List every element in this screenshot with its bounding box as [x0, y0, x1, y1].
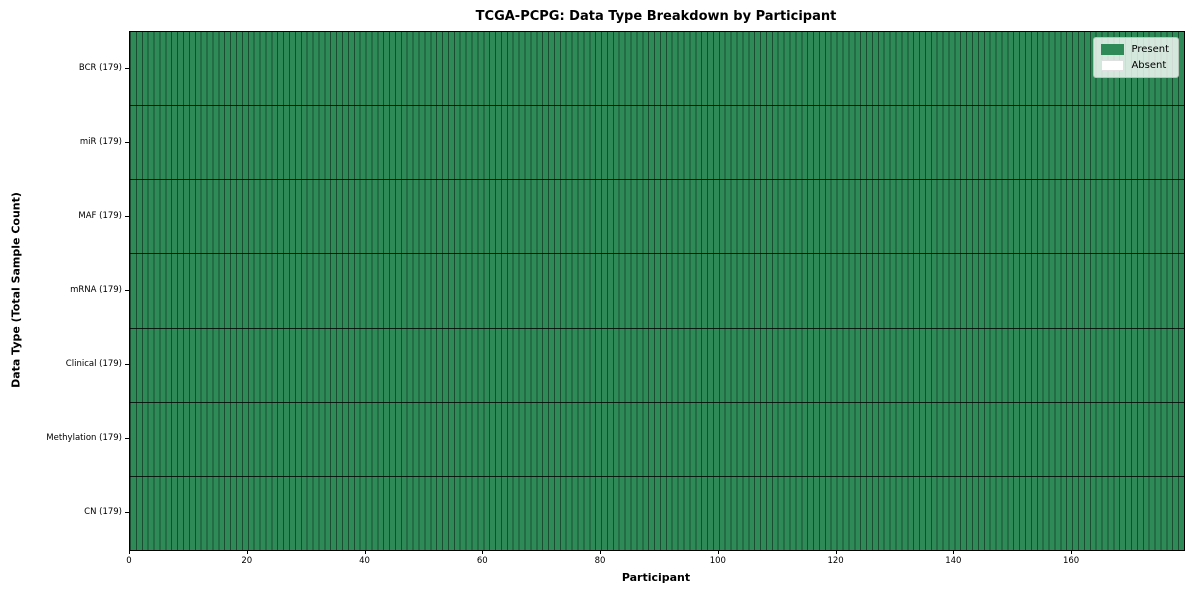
heatmap-row-MAF [130, 180, 1184, 255]
x-tick-mark [364, 550, 366, 554]
y-tick-label-BCR: BCR (179) [78, 63, 122, 73]
x-tick-label: 20 [241, 556, 253, 566]
x-tick-mark [717, 550, 719, 554]
x-tick-label: 120 [827, 556, 844, 566]
y-tick-mark [125, 290, 129, 291]
y-tick-label-Clinical: Clinical (179) [65, 359, 122, 369]
heatmap-row-CN [130, 476, 1184, 550]
heatmap-row-mRNA [130, 254, 1184, 329]
y-tick-label-miR: miR (179) [79, 137, 122, 147]
y-tick-mark [125, 438, 129, 439]
chart-title: TCGA-PCPG: Data Type Breakdown by Partic… [475, 9, 837, 24]
legend-item-absent: Absent [1101, 60, 1169, 71]
y-tick-label-MAF: MAF (179) [78, 211, 122, 221]
legend-label: Absent [1131, 60, 1167, 71]
x-tick-label: 140 [945, 556, 962, 566]
y-tick-label-Methylation: Methylation (179) [46, 433, 122, 443]
legend-swatch-present [1101, 44, 1125, 55]
x-tick-mark [482, 550, 484, 554]
y-tick-mark [125, 68, 129, 69]
x-tick-label: 100 [709, 556, 726, 566]
x-axis-label: Participant [621, 571, 691, 584]
x-tick-label: 40 [359, 556, 370, 566]
heatmap-row-Methylation [130, 402, 1184, 477]
y-tick-mark [125, 142, 129, 143]
x-tick-mark [1071, 550, 1073, 554]
y-tick-mark [125, 512, 129, 513]
y-tick-mark [125, 364, 129, 365]
x-tick-label: 60 [476, 556, 488, 566]
x-tick-label: 80 [594, 556, 606, 566]
y-tick-mark [125, 216, 129, 217]
x-tick-mark [953, 550, 955, 554]
heatmap-row-miR [130, 106, 1184, 181]
x-tick-label: 160 [1062, 556, 1080, 566]
y-tick-label-CN: CN (179) [84, 507, 122, 517]
legend-swatch-absent [1101, 60, 1125, 71]
y-tick-label-mRNA: mRNA (179) [70, 285, 122, 295]
x-tick-mark [129, 550, 130, 554]
x-tick-mark [835, 550, 837, 554]
legend-item-present: Present [1101, 44, 1169, 55]
legend-label: Present [1131, 44, 1169, 55]
heatmap-row-BCR [130, 32, 1184, 107]
x-tick-label: 0 [126, 556, 132, 566]
heatmap-row-Clinical [130, 328, 1184, 403]
x-tick-mark [600, 550, 602, 554]
legend: Present Absent [1093, 37, 1179, 78]
x-tick-mark [246, 550, 248, 554]
heatmap-plot [129, 31, 1185, 551]
